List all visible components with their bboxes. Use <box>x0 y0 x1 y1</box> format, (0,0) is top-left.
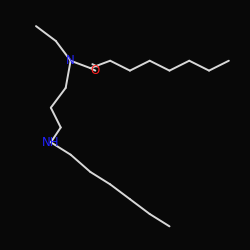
Text: O: O <box>91 64 100 77</box>
Text: N: N <box>66 54 75 67</box>
Text: NH: NH <box>42 136 60 149</box>
